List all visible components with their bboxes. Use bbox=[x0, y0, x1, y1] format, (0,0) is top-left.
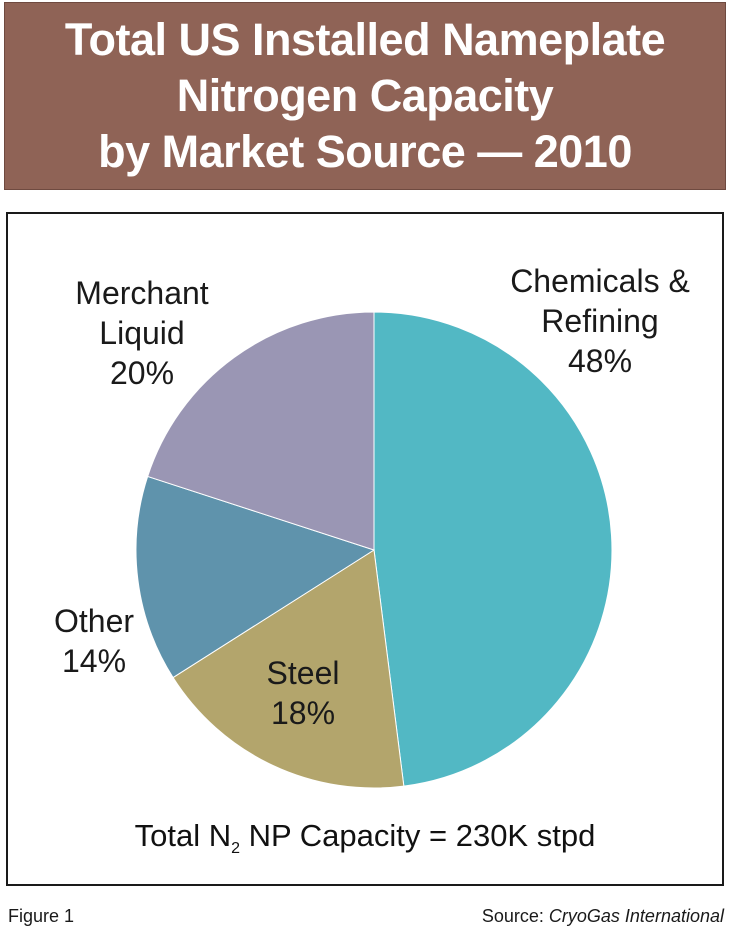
slice-value-steel: 18% bbox=[271, 695, 335, 731]
pie-slice-merchant-liquid bbox=[147, 311, 375, 551]
slice-label-other: Other 14% bbox=[54, 603, 134, 679]
total-note-subscript: 2 bbox=[231, 840, 241, 858]
slice-label-merchant-liquid: Merchant Liquid 20% bbox=[75, 275, 209, 391]
slice-label-steel: Steel 18% bbox=[267, 655, 340, 731]
source-credit: Source: CryoGas International bbox=[482, 906, 724, 927]
slice-name-other: Other bbox=[54, 603, 134, 639]
slice-name-chemicals-refining: Refining bbox=[541, 303, 658, 339]
figure-label: Figure 1 bbox=[8, 906, 75, 926]
slice-name-steel: Steel bbox=[267, 655, 340, 691]
slice-value-chemicals-refining: 48% bbox=[568, 343, 632, 379]
chart-title-line-3: by Market Source — 2010 bbox=[98, 126, 632, 177]
source-prefix: Source: bbox=[481, 906, 549, 926]
slice-label-chemicals-refining: Chemicals & Refining 48% bbox=[510, 263, 690, 379]
slice-name-merchant-liquid: Merchant bbox=[75, 275, 209, 311]
slice-name-chemicals-refining: Chemicals & bbox=[510, 263, 690, 299]
slice-name-merchant-liquid: Liquid bbox=[99, 315, 184, 351]
chart-frame: Chemicals & Refining 48% Steel 18% Other 14% Me… bbox=[6, 212, 724, 886]
source-name: CryoGas International bbox=[548, 906, 724, 926]
slice-value-merchant-liquid: 20% bbox=[110, 355, 174, 391]
pie-slice-steel bbox=[172, 549, 405, 789]
pie-slice-other bbox=[135, 475, 376, 679]
total-capacity-note: Total N2 NP Capacity = 230K stpd bbox=[0, 818, 730, 858]
chart-title-line-2: Nitrogen Capacity bbox=[176, 70, 554, 121]
pie-chart: Chemicals & Refining 48% Steel 18% Other 14% Me… bbox=[54, 263, 690, 789]
pie-slice-chemicals-refining bbox=[373, 311, 613, 787]
chart-title-line-1: Total US Installed Nameplate bbox=[64, 14, 666, 65]
chart-title-banner: Total US Installed Nameplate Nitrogen Ca… bbox=[4, 2, 726, 190]
total-note-suffix: NP Capacity = 230K stpd bbox=[240, 818, 596, 853]
total-note-prefix: Total N bbox=[134, 818, 232, 853]
slice-value-other: 14% bbox=[62, 643, 126, 679]
